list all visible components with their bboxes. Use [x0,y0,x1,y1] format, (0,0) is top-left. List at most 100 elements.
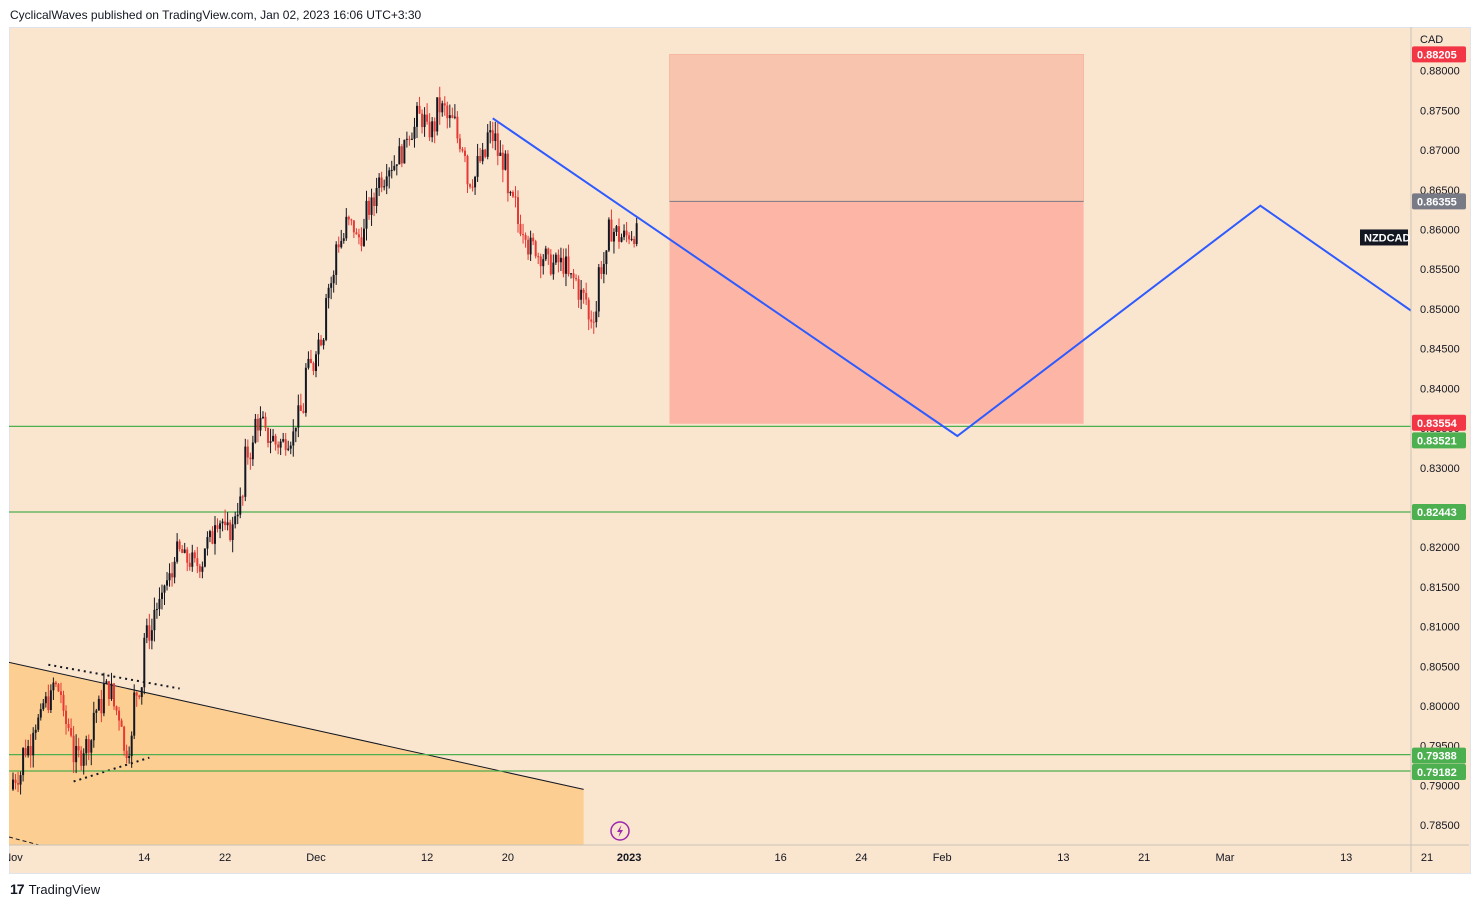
candle-body [150,630,153,641]
candle-body [587,299,590,320]
candle-body [426,114,429,122]
candle-body [107,681,110,700]
candle-body [87,739,90,753]
y-tick-label: 0.80000 [1420,701,1460,713]
candle-body [504,153,507,170]
candle-body [532,237,535,242]
candle-body [123,726,126,751]
candle-body [537,256,540,258]
tradingview-logo-icon[interactable]: 17 [10,881,25,897]
candle-body [287,448,290,450]
candle-body [517,197,519,224]
candle-body [484,149,487,157]
candle-body [365,200,368,229]
candle-body [476,156,479,177]
candle-body [575,278,578,280]
x-tick-label: 16 [774,852,786,864]
candle-body [143,637,146,688]
candle-body [120,720,123,727]
candle-body [221,521,224,524]
candle-body [264,416,267,428]
candle-body [312,363,315,371]
candle-body [110,683,113,700]
candle-body [317,339,320,355]
candle-body [186,549,189,563]
candle-body [261,416,264,419]
candle-body [499,152,502,156]
candle-body [456,116,459,139]
candle-body [216,525,219,529]
candle-body [80,750,83,766]
candle-body [158,598,161,610]
candle-body [244,446,247,497]
brand-name[interactable]: TradingView [28,881,101,897]
triangle-zone [9,662,584,845]
candle-body [534,241,537,257]
candle-body [241,496,244,498]
candle-body [383,186,386,188]
candle-body [198,565,201,572]
lightning-icon[interactable] [610,821,630,841]
price-tag-box [1412,747,1466,764]
candle-body [173,561,176,578]
candle-body [304,367,307,413]
candle-body [67,723,70,728]
candle-body [539,256,542,267]
candle-body [564,256,567,274]
candle-body [600,267,603,274]
candle-body [421,113,424,128]
candle-body [102,683,105,714]
candle-body [388,170,391,177]
candle-body [620,237,623,242]
x-tick-label: 12 [421,852,433,864]
candle-body [254,418,257,443]
x-tick-label: Dec [306,852,326,864]
candle-body [347,216,350,220]
candle-body [628,235,631,240]
candle-body [49,690,52,711]
candle-body [453,116,456,118]
candle-body [208,531,211,538]
candle-body [552,262,555,275]
candle-body [282,439,285,442]
candle-body [82,753,85,766]
candle-body [554,254,557,263]
y-tick-label: 0.84000 [1420,383,1460,395]
candle-body [85,739,88,754]
candle-body [229,522,232,541]
candle-body [231,524,234,541]
candle-body [320,339,323,346]
candle-body [97,698,100,711]
candle-body [113,683,115,707]
candle-body [408,138,411,140]
x-tick-label: 20 [502,852,514,864]
candle-body [269,441,272,443]
candle-body [211,531,214,544]
candle-body [446,105,449,119]
candle-body [145,625,148,638]
candle-body [163,585,166,593]
candle-body [77,746,80,751]
candle-body [635,223,638,245]
candle-body [267,427,270,443]
candle-body [370,197,373,215]
candle-body [206,537,209,549]
candle-body [527,239,530,255]
candle-body [65,710,68,724]
candle-body [496,133,499,156]
candle-body [302,410,305,413]
symbol-tag-label: NZDCAD [1364,232,1410,244]
wedge-upper-dotted-line [48,663,180,690]
chart-canvas[interactable]: 0.880000.875000.870000.865000.860000.855… [9,27,1469,872]
candle-body [380,177,383,188]
y-tick-label: 0.79000 [1420,780,1460,792]
y-tick-label: 0.85000 [1420,304,1460,316]
price-tag-label: 0.83554 [1417,418,1458,430]
candle-body [623,230,626,238]
wedge-lower-dotted-line [73,756,150,783]
candle-body [335,244,338,275]
candle-body [542,259,545,267]
candle-body [562,257,565,274]
candle-body [501,152,504,170]
candle-body [509,192,512,194]
